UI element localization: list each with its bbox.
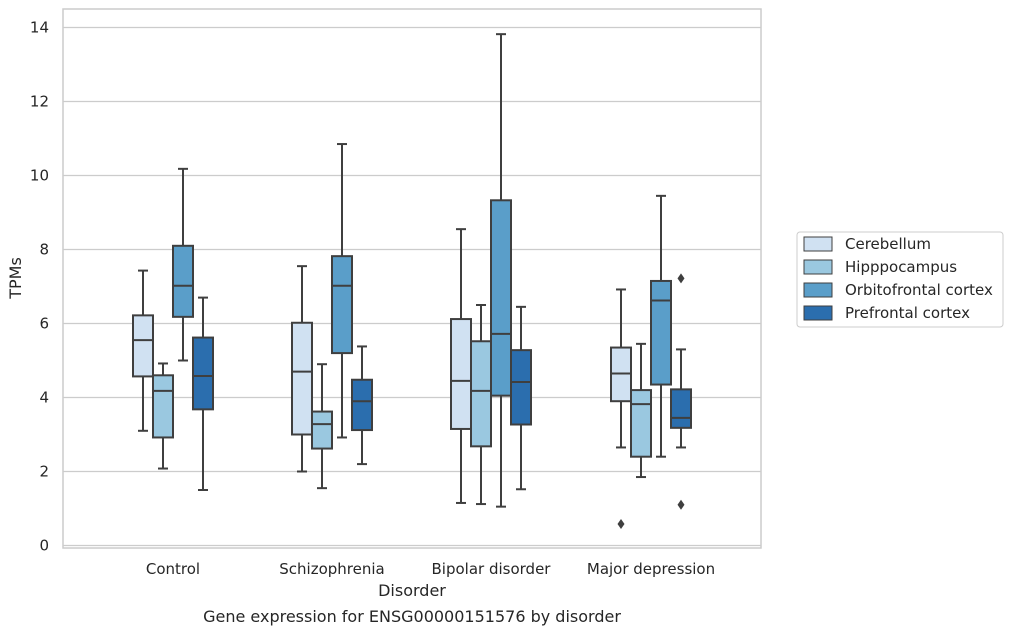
legend: Cerebellum Hipppocampus Orbitofrontal cort… xyxy=(796,231,1004,328)
box-body xyxy=(172,244,194,318)
legend-label-4: Prefrontal cortex xyxy=(845,304,970,322)
y-tick-label-14: 14 xyxy=(30,19,49,37)
y-tick-label-8: 8 xyxy=(39,241,49,259)
box-1-1 xyxy=(132,269,154,432)
box-body xyxy=(331,255,353,355)
plot-area xyxy=(132,33,692,530)
box-1-3 xyxy=(450,228,472,504)
box-body xyxy=(351,378,373,432)
legend-frame xyxy=(796,231,1004,328)
x-tick-label-3: Bipolar disorder xyxy=(432,560,552,578)
box-2-3 xyxy=(470,304,492,506)
box-4-4 xyxy=(670,273,692,510)
legend-swatch-4 xyxy=(803,305,833,321)
x-tick-label-4: Major depression xyxy=(587,560,715,578)
box-3-2 xyxy=(331,143,353,439)
outlier-point-2 xyxy=(677,273,685,284)
box-body xyxy=(192,336,214,411)
legend-swatch-3 xyxy=(803,282,833,298)
box-2-4 xyxy=(630,342,652,479)
y-tick-label-4: 4 xyxy=(39,389,49,407)
x-tick-label-2: Schizophrenia xyxy=(279,560,384,578)
plot-frame xyxy=(62,8,762,549)
legend-label-3: Orbitofrontal cortex xyxy=(845,281,993,299)
box-3-3 xyxy=(490,33,512,508)
y-tick-label-12: 12 xyxy=(30,93,49,111)
box-1-4 xyxy=(610,288,632,530)
x-axis-title: Disorder xyxy=(378,581,446,600)
box-3-1 xyxy=(172,167,194,362)
legend-swatch-1 xyxy=(803,236,833,252)
box-body xyxy=(650,279,672,386)
box-2-2 xyxy=(311,363,333,490)
box-body xyxy=(152,374,174,439)
box-body xyxy=(670,388,692,429)
outlier-point-1 xyxy=(617,519,625,530)
y-tick-label-0: 0 xyxy=(39,537,49,555)
box-1-2 xyxy=(291,265,313,473)
legend-swatch-2 xyxy=(803,259,833,275)
x-axis-ticks: Control Schizophrenia Bipolar disorder Majo… xyxy=(146,560,715,578)
box-body xyxy=(132,314,154,378)
box-body xyxy=(510,349,532,426)
y-tick-label-6: 6 xyxy=(39,315,49,333)
legend-label-1: Cerebellum xyxy=(845,235,931,253)
x-tick-label-1: Control xyxy=(146,560,200,578)
box-body xyxy=(490,199,512,397)
box-4-1 xyxy=(192,296,214,491)
box-4-3 xyxy=(510,305,532,491)
box-body xyxy=(311,410,333,450)
y-tick-label-2: 2 xyxy=(39,463,49,481)
legend-label-2: Hipppocampus xyxy=(845,258,957,276)
y-axis-title: TPMs xyxy=(6,257,25,300)
y-tick-label-10: 10 xyxy=(30,167,49,185)
chart-caption: Gene expression for ENSG00000151576 by d… xyxy=(203,607,621,626)
box-4-2 xyxy=(351,345,373,466)
box-body xyxy=(450,318,472,430)
box-2-1 xyxy=(152,362,174,470)
outlier-point-1 xyxy=(677,499,685,510)
box-body xyxy=(470,340,492,448)
box-body xyxy=(291,321,313,436)
box-body xyxy=(630,389,652,458)
y-axis-ticks: 0 2 4 6 8 10 12 14 xyxy=(30,19,49,555)
box-3-4 xyxy=(650,194,672,458)
